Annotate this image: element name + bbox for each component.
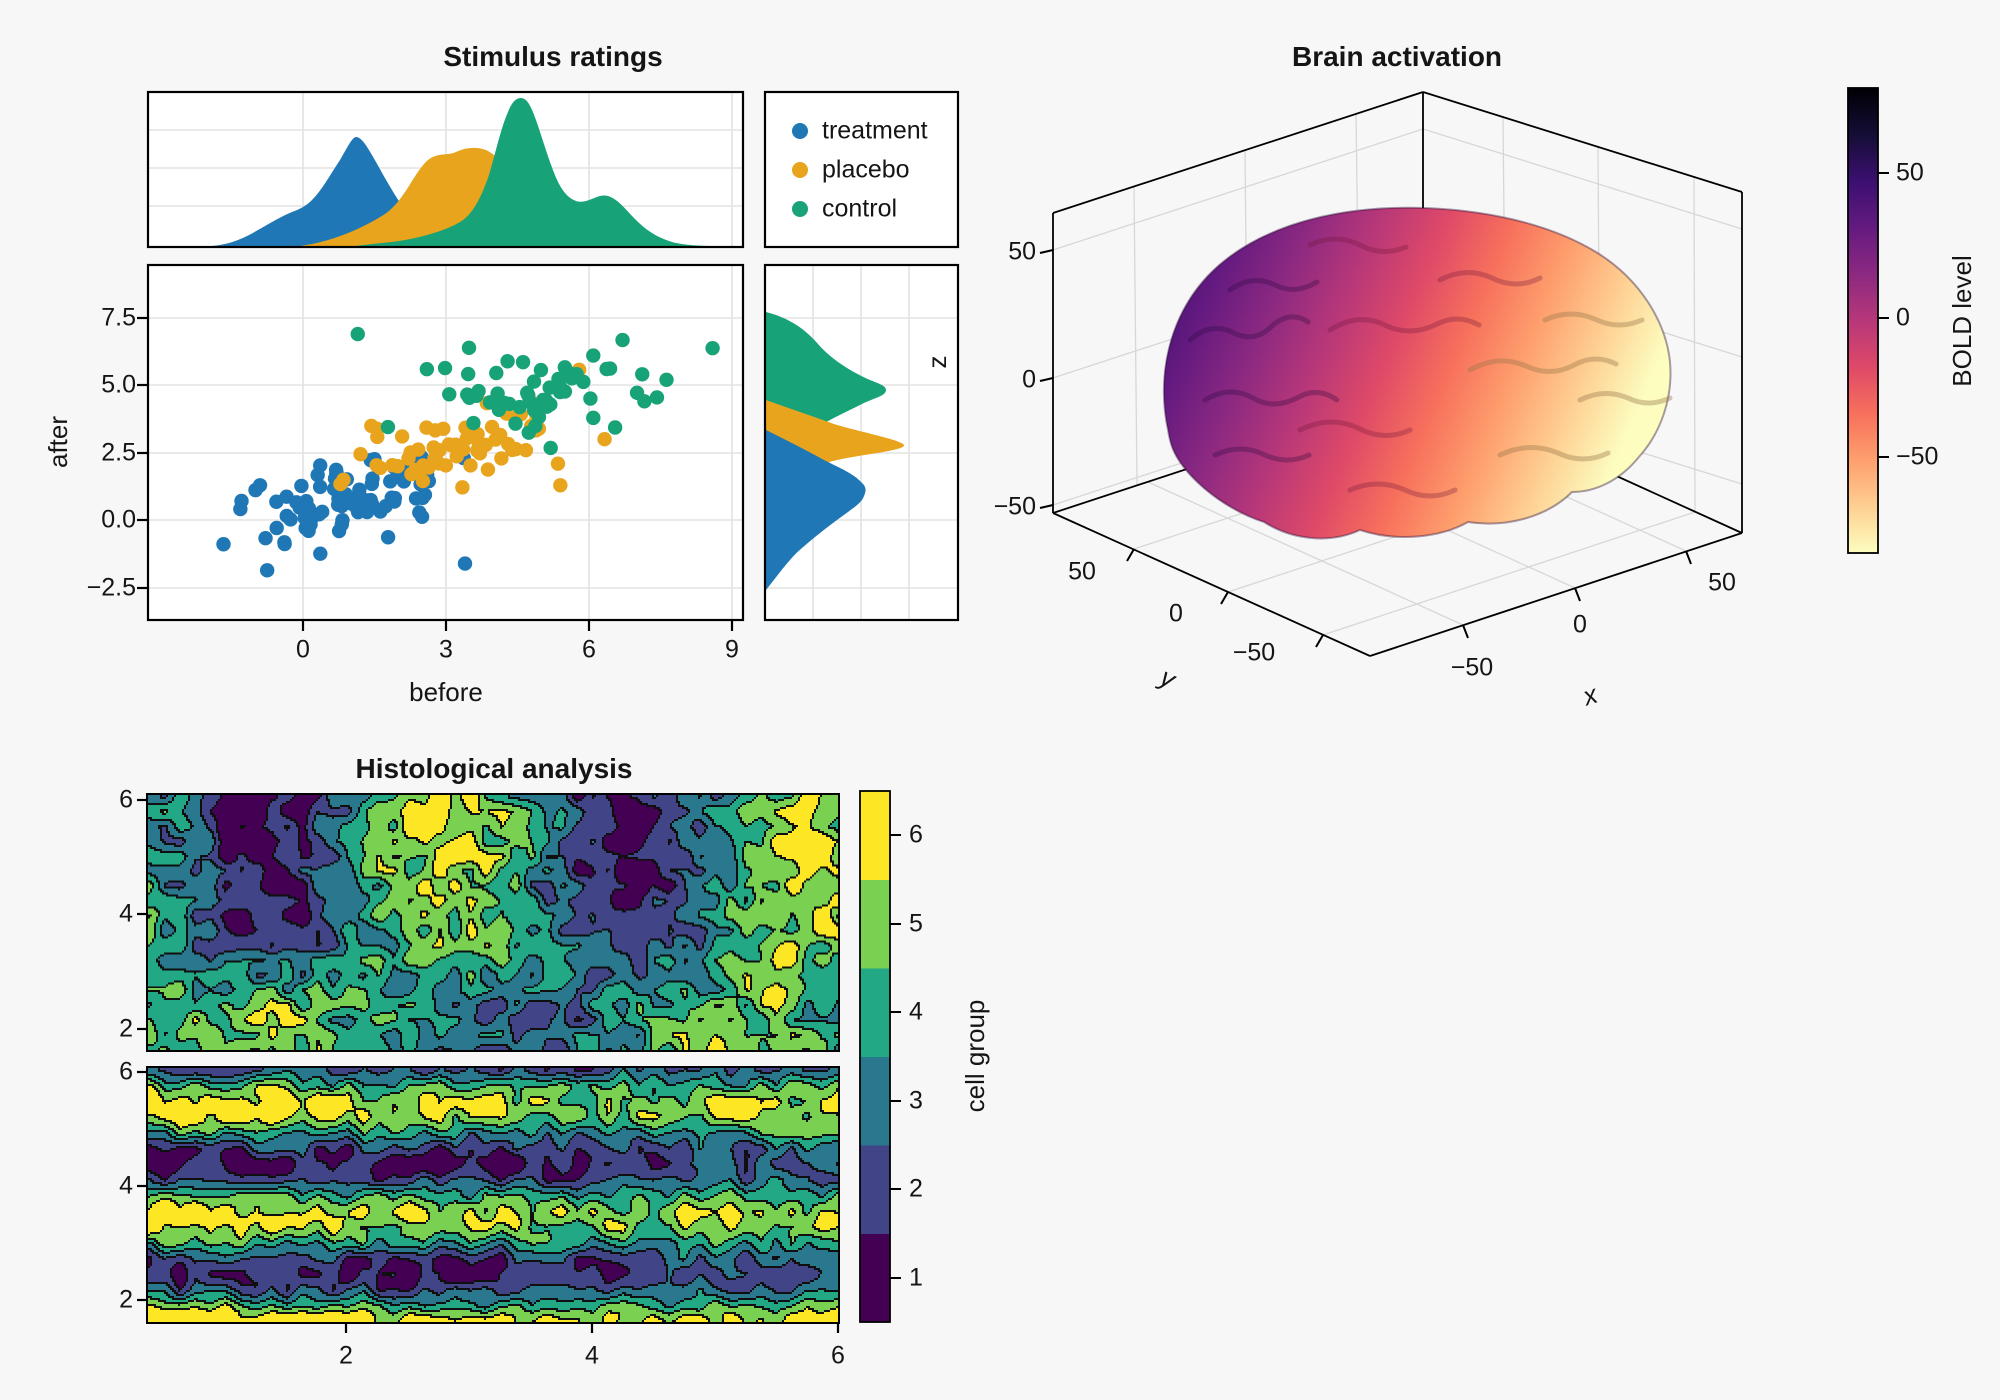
brain-y-tick-label: −50 bbox=[1232, 638, 1276, 667]
scatter-x-tick-label: 3 bbox=[439, 635, 453, 664]
scatter-y-tick-label: −2.5 bbox=[86, 573, 136, 602]
cellgroup-tick-label: 5 bbox=[909, 909, 923, 938]
scatter-xlabel: before bbox=[409, 677, 483, 707]
brain-sulci-texture bbox=[1187, 236, 1673, 499]
histology-bottom-y-tick-label: 2 bbox=[119, 1285, 133, 1314]
brain-surface bbox=[1162, 206, 1673, 540]
histology-x-tick-label: 2 bbox=[339, 1341, 353, 1370]
bold-colorbar-tick-label: 50 bbox=[1896, 158, 1924, 187]
legend-marker-control bbox=[792, 201, 808, 217]
contour-plot-top bbox=[146, 793, 840, 1052]
bold-colorbar-tick-label: 0 bbox=[1896, 303, 1910, 332]
histology-bottom-y-tick-label: 6 bbox=[119, 1057, 133, 1086]
cellgroup-tick-label: 3 bbox=[909, 1086, 923, 1115]
histology-top-y-tick-label: 4 bbox=[119, 899, 133, 928]
right-density-panel bbox=[763, 263, 960, 622]
bold-colorbar-tick-marks bbox=[1878, 172, 1889, 458]
axis3d-tick-marks bbox=[1039, 249, 1692, 648]
histology-x-tick-label: 6 bbox=[831, 1341, 845, 1370]
brain-z-tick-label: −50 bbox=[993, 492, 1036, 521]
scatter-x-tick-label: 9 bbox=[725, 635, 739, 664]
legend-label-control: control bbox=[822, 194, 898, 223]
cellgroup-tick-label: 2 bbox=[909, 1174, 923, 1203]
cellgroup-colorbar-tick-marks bbox=[890, 834, 901, 1279]
histology-x-tick-label: 4 bbox=[585, 1341, 599, 1370]
brain-z-tick-label: 50 bbox=[1008, 237, 1036, 266]
scatter-panel bbox=[137, 263, 745, 631]
cellgroup-colorbar bbox=[859, 790, 901, 1323]
legend-marker-placebo bbox=[792, 162, 808, 178]
brain-y-tick-label: 50 bbox=[1068, 557, 1096, 586]
legend-marker-treatment bbox=[792, 123, 808, 139]
bold-colorbar bbox=[1847, 87, 1889, 554]
bold-colorbar-tick-label: −50 bbox=[1896, 442, 1939, 471]
scatter-points bbox=[216, 326, 720, 578]
brain-x-tick-label: 0 bbox=[1573, 610, 1587, 639]
cellgroup-tick-label: 1 bbox=[909, 1263, 923, 1292]
scatter-tick-marks bbox=[137, 316, 734, 631]
brain-blob bbox=[1162, 206, 1672, 540]
density-curve-treatment-right bbox=[766, 430, 866, 590]
legend-label-placebo: placebo bbox=[822, 155, 910, 184]
histology-top-y-tick-label: 2 bbox=[119, 1014, 133, 1043]
legend-label-treatment: treatment bbox=[822, 116, 928, 145]
scatter-ylabel: after bbox=[43, 415, 73, 469]
density-curve-placebo-top bbox=[300, 147, 650, 246]
brain-z-tick-label: 0 bbox=[1022, 365, 1036, 394]
brain-y-tick-label: 0 bbox=[1169, 599, 1183, 628]
scatter-y-tick-label: 0.0 bbox=[101, 505, 136, 534]
cellgroup-colorbar-label: cell group bbox=[960, 999, 990, 1113]
density-curve-treatment-top bbox=[212, 137, 490, 247]
legend-box bbox=[763, 90, 960, 249]
stimulus-title: Stimulus ratings bbox=[443, 41, 663, 72]
brain-x-tick-label: 50 bbox=[1708, 568, 1736, 597]
brain-title: Brain activation bbox=[1291, 41, 1503, 72]
brain-x-tick-label: −50 bbox=[1450, 653, 1494, 682]
scatter-gridlines bbox=[148, 265, 743, 620]
density-curve-control-top bbox=[355, 98, 720, 246]
histology-top-y-tick-label: 6 bbox=[119, 785, 133, 814]
scatter-y-tick-label: 5.0 bbox=[101, 370, 136, 399]
bold-colorbar-label: BOLD level bbox=[1947, 255, 1977, 387]
histology-tick-marks bbox=[137, 798, 840, 1333]
right-marginal-z-label: z bbox=[922, 355, 952, 369]
scatter-y-tick-label: 7.5 bbox=[101, 303, 136, 332]
histology-title: Histological analysis bbox=[355, 753, 633, 784]
scatter-x-tick-label: 0 bbox=[296, 635, 310, 664]
scatter-y-tick-label: 2.5 bbox=[101, 438, 136, 467]
cellgroup-tick-label: 4 bbox=[909, 997, 923, 1026]
scatter-x-tick-label: 6 bbox=[582, 635, 596, 664]
contour-plot-bottom bbox=[146, 1066, 840, 1324]
cellgroup-tick-label: 6 bbox=[909, 820, 923, 849]
histology-bottom-y-tick-label: 4 bbox=[119, 1171, 133, 1200]
top-density-panel bbox=[146, 90, 745, 249]
